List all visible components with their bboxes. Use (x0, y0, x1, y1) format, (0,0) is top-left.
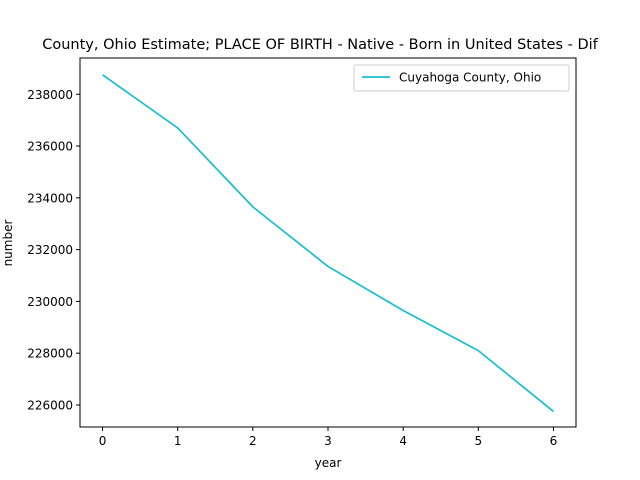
y-tick-label: 226000 (27, 398, 73, 412)
plot-frame (79, 57, 577, 428)
legend: Cuyahoga County, Ohio (353, 64, 570, 92)
y-tick-label: 232000 (27, 243, 73, 257)
y-axis-label: number (1, 220, 15, 267)
x-axis-label: year (315, 456, 342, 470)
x-tick-label: 0 (99, 434, 107, 448)
legend-label: Cuyahoga County, Ohio (399, 71, 541, 85)
plot-area (79, 57, 577, 428)
y-tick-label: 236000 (27, 140, 73, 154)
x-axis-ticks: 0 1 2 3 4 5 6 (99, 427, 558, 448)
x-tick-label: 1 (174, 434, 182, 448)
series-line (102, 74, 554, 413)
x-tick-label: 6 (550, 434, 558, 448)
x-tick-label: 4 (399, 434, 407, 448)
x-tick-label: 3 (324, 434, 332, 448)
chart-title: County, Ohio Estimate; PLACE OF BIRTH - … (42, 37, 598, 53)
x-tick-label: 2 (249, 434, 257, 448)
x-tick-label: 5 (474, 434, 482, 448)
legend-box (353, 64, 570, 92)
y-tick-label: 230000 (27, 295, 73, 309)
series-layer (102, 74, 554, 413)
y-tick-label: 228000 (27, 347, 73, 361)
y-tick-label: 238000 (27, 88, 73, 102)
y-tick-label: 234000 (27, 191, 73, 205)
y-axis-ticks: 226000 228000 230000 232000 234000 236000 2380… (27, 88, 80, 412)
